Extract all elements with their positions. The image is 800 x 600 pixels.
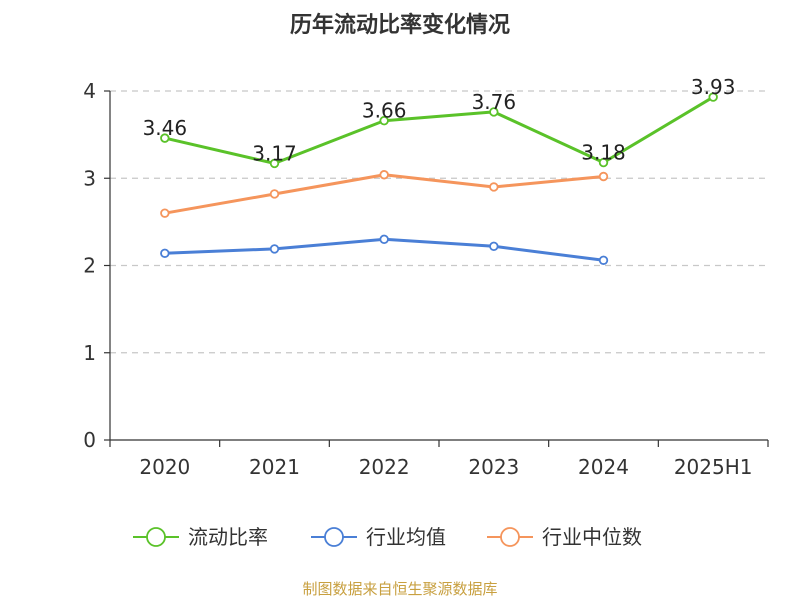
- legend-label-2: 行业中位数: [542, 525, 642, 549]
- legend-marker-0: [146, 527, 166, 547]
- x-tick-label-2: 2022: [359, 455, 410, 479]
- data-point-0-4: [598, 157, 609, 168]
- data-point-1-1: [269, 244, 280, 254]
- data-label-2: 3.66: [362, 99, 407, 123]
- y-tick-label-4: 4: [83, 79, 96, 103]
- legend-label-0: 流动比率: [188, 525, 268, 549]
- data-point-0-1: [269, 158, 280, 169]
- x-tick-label-4: 2024: [578, 455, 629, 479]
- data-point-2-3: [489, 182, 499, 192]
- y-tick-label-0: 0: [83, 428, 96, 452]
- data-point-0-3: [489, 107, 499, 117]
- data-point-0-2: [379, 115, 389, 126]
- data-point-2-4: [598, 171, 609, 182]
- y-tick-label-2: 2: [83, 254, 96, 278]
- series-group: [160, 92, 718, 265]
- x-tick-label-0: 2020: [139, 455, 190, 479]
- axes: [104, 90, 769, 447]
- x-axis-ticks: 2020 2021 2022 2023 2024 2025H1: [139, 455, 752, 479]
- data-label-4: 3.18: [581, 141, 626, 165]
- legend-marker-1: [324, 527, 344, 547]
- legend-item-2[interactable]: 行业中位数: [487, 525, 642, 549]
- chart-title: 历年流动比率变化情况: [290, 12, 510, 38]
- y-tick-label-1: 1: [83, 341, 96, 365]
- y-axis-ticks: 0 1 2 3 4: [83, 79, 96, 452]
- grid-lines: [110, 90, 768, 354]
- x-tick-label-5: 2025H1: [674, 455, 753, 479]
- legend-label-1: 行业均值: [366, 525, 446, 549]
- data-point-2-0: [160, 208, 170, 218]
- y-tick-label-3: 3: [83, 166, 96, 190]
- data-label-0: 3.46: [143, 116, 188, 140]
- series-line-0: [164, 95, 714, 165]
- data-label-3: 3.76: [472, 90, 517, 114]
- legend-marker-2: [500, 527, 520, 547]
- x-tick-label-3: 2023: [468, 455, 519, 479]
- data-label-5: 3.93: [691, 75, 736, 99]
- data-point-2-2: [379, 170, 389, 180]
- legend[interactable]: 流动比率 行业均值 行业中位数: [133, 525, 642, 549]
- data-point-0-5: [708, 92, 718, 102]
- data-label-1: 3.17: [252, 141, 297, 165]
- data-point-1-4: [598, 255, 609, 265]
- x-tick-label-1: 2021: [249, 455, 300, 479]
- legend-item-1[interactable]: 行业均值: [311, 525, 446, 549]
- data-point-1-0: [160, 248, 170, 258]
- data-point-1-3: [489, 241, 499, 252]
- data-point-0-0: [160, 133, 170, 143]
- data-point-2-1: [269, 189, 280, 199]
- series-line-2: [164, 173, 604, 215]
- data-point-1-2: [379, 234, 389, 245]
- source-note: 制图数据来自恒生聚源数据库: [302, 580, 497, 598]
- legend-item-0[interactable]: 流动比率: [133, 525, 268, 549]
- data-labels: 3.46 3.17 3.66 3.76 3.18 3.93: [143, 75, 736, 165]
